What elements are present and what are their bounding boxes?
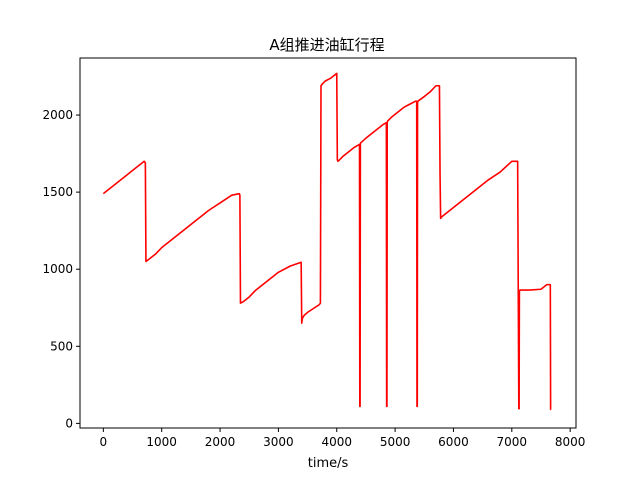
x-tick-label: 6000 [438,435,469,449]
x-tick-label: 2000 [205,435,236,449]
plot-area [102,72,552,411]
chart-title: A组推进油缸行程 [269,36,384,54]
x-tick-label: 0 [100,435,108,449]
y-tick-label: 1500 [42,185,73,199]
x-tick-label: 7000 [497,435,528,449]
x-tick-label: 8000 [555,435,586,449]
y-tick-label: 2000 [42,108,73,122]
y-tick-label: 1000 [42,262,73,276]
x-axis-label: time/s [308,456,349,471]
y-axis: 0 500 1000 1500 2000 [42,108,80,430]
y-tick-label: 500 [50,339,73,353]
x-tick-label: 5000 [380,435,411,449]
axes-frame [79,57,577,429]
x-tick-label: 3000 [263,435,294,449]
x-tick-label: 4000 [321,435,352,449]
series-line [102,72,552,411]
x-axis: 0 1000 2000 3000 4000 5000 6000 7000 8000 [100,428,586,449]
x-tick-label: 1000 [146,435,177,449]
y-tick-label: 0 [65,416,73,430]
